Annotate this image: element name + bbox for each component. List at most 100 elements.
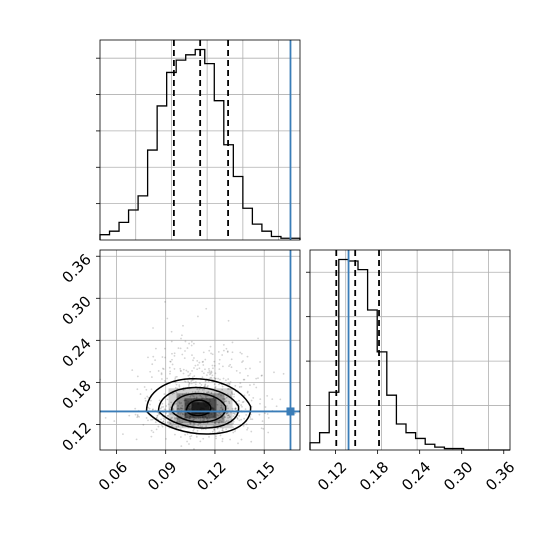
scatter-point — [227, 420, 230, 423]
scatter-point — [169, 372, 171, 375]
scatter-point — [155, 428, 158, 431]
scatter-point — [196, 364, 199, 366]
scatter-point — [165, 405, 168, 407]
scatter-point — [186, 440, 188, 443]
scatter-point — [221, 427, 224, 430]
scatter-point — [218, 383, 220, 386]
scatter-point — [246, 427, 249, 429]
scatter-point — [163, 393, 166, 395]
scatter-point — [237, 442, 239, 445]
scatter-point — [205, 416, 208, 419]
scatter-point — [245, 423, 248, 426]
scatter-point — [160, 373, 163, 376]
scatter-point — [219, 434, 222, 437]
scatter-point — [192, 342, 195, 345]
scatter-point — [158, 399, 161, 402]
scatter-point — [170, 340, 173, 343]
scatter-point — [218, 430, 221, 433]
scatter-point — [193, 397, 196, 400]
joint-density-panel: 0.06 0.09 0.12 0.15 0.12 0.18 0.24 0.30 0.36 — [58, 249, 301, 494]
scatter-point — [211, 367, 214, 370]
scatter-point — [202, 351, 205, 354]
scatter-point — [192, 395, 195, 398]
scatter-point — [180, 411, 183, 414]
scatter-point — [158, 413, 161, 416]
scatter-point — [239, 371, 241, 374]
scatter-point — [187, 374, 190, 377]
scatter-point — [203, 385, 206, 388]
scatter-point — [184, 414, 187, 417]
contour-level-4 — [185, 399, 212, 417]
scatter-point — [282, 372, 285, 375]
scatter-point — [233, 395, 235, 398]
scatter-point — [207, 414, 210, 417]
scatter-point — [184, 403, 187, 406]
scatter-point — [183, 413, 186, 416]
scatter-point — [190, 422, 192, 425]
scatter-point — [257, 377, 259, 380]
scatter-point — [208, 398, 211, 401]
scatter-point — [215, 435, 217, 438]
scatter-point — [199, 425, 202, 428]
scatter-point — [221, 408, 224, 411]
y-tick-label: 0.36 — [58, 250, 94, 286]
scatter-point — [209, 377, 212, 379]
scatter-point — [214, 421, 216, 424]
scatter-point — [156, 414, 159, 417]
scatter-point — [193, 423, 195, 426]
scatter-point — [205, 391, 208, 394]
scatter-point — [161, 378, 163, 380]
scatter-point — [206, 417, 209, 420]
scatter-point — [113, 420, 116, 422]
scatter-point — [177, 347, 180, 349]
scatter-point — [232, 431, 235, 434]
scatter-point — [220, 406, 223, 409]
scatter-point — [230, 358, 233, 361]
scatter-point — [136, 388, 139, 391]
scatter-point — [196, 429, 199, 432]
scatter-point — [210, 372, 212, 375]
scatter-point — [220, 394, 222, 397]
scatter-point — [213, 360, 216, 363]
scatter-point — [212, 425, 215, 428]
scatter-point — [206, 392, 209, 394]
histogram-step-line — [99, 48, 301, 240]
scatter-point — [186, 347, 189, 349]
scatter-point — [185, 369, 188, 372]
scatter-point — [221, 407, 224, 410]
scatter-point — [210, 391, 213, 394]
scatter-point — [171, 416, 173, 419]
scatter-point — [187, 381, 190, 384]
scatter-point — [134, 407, 137, 410]
scatter-point — [181, 407, 184, 410]
scatter-point — [150, 399, 152, 402]
scatter-point — [213, 407, 215, 410]
scatter-point — [186, 432, 189, 435]
contour-level-2 — [157, 386, 240, 429]
scatter-point — [201, 416, 204, 419]
scatter-point — [209, 373, 211, 376]
scatter-point — [128, 414, 131, 417]
scatter-point — [213, 428, 216, 431]
scatter-point — [197, 417, 200, 420]
scatter-point — [171, 363, 174, 366]
scatter-point — [252, 396, 255, 399]
scatter-point — [177, 395, 180, 398]
scatter-point — [152, 355, 155, 358]
scatter-point — [182, 372, 185, 375]
scatter-point — [151, 418, 154, 421]
scatter-point — [234, 407, 237, 410]
scatter-point — [228, 415, 231, 418]
scatter-point — [135, 438, 138, 441]
scatter-point — [188, 342, 191, 345]
scatter-point — [197, 424, 200, 427]
scatter-point — [196, 359, 199, 362]
scatter-point — [185, 416, 187, 419]
scatter-point — [173, 417, 176, 419]
scatter-point — [231, 392, 233, 395]
scatter-point — [160, 406, 163, 409]
scatter-point — [200, 396, 203, 398]
scatter-point — [231, 351, 234, 354]
scatter-point — [231, 341, 234, 344]
scatter-point — [189, 408, 192, 411]
